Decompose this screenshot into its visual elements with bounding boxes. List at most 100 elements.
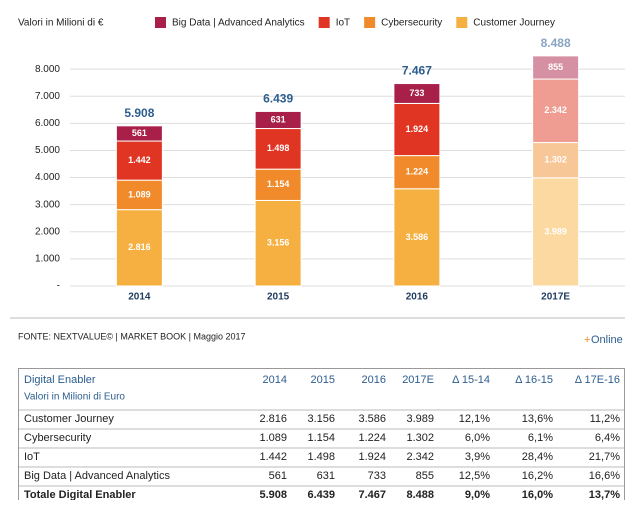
table-cell: 855	[416, 470, 434, 482]
x-tick-label: 2016	[406, 292, 429, 303]
table-cell: 5.908	[259, 489, 287, 500]
table-cell: 1.302	[406, 432, 434, 444]
table-cell: 1.224	[358, 432, 386, 444]
legend-swatch	[364, 17, 376, 28]
axis-label: Valori in Milioni di €	[18, 18, 104, 29]
total-label: 8.488	[541, 36, 571, 50]
segment-label: 3.586	[406, 232, 429, 242]
segment-label: 1.442	[128, 155, 151, 165]
source: FONTE: NEXTVALUE© | MARKET BOOK | Maggio…	[18, 331, 246, 341]
total-label: 7.467	[402, 64, 432, 78]
link-plus[interactable]: +	[584, 334, 590, 346]
bar-segment	[532, 142, 580, 179]
segment-label: 1.498	[267, 143, 290, 153]
legend-swatch	[456, 17, 468, 28]
table-cell: 12,5%	[459, 470, 490, 482]
table-cell: 11,2%	[590, 413, 621, 425]
table-cell: 631	[317, 470, 335, 482]
bar-segment	[115, 140, 163, 181]
link[interactable]: Online	[591, 334, 623, 346]
column-header: Δ 15-14	[452, 374, 490, 386]
bar-segment	[393, 102, 441, 157]
bar-segment	[532, 177, 580, 287]
segment-label: 2.342	[544, 105, 567, 115]
table-cell: 2.816	[259, 413, 287, 425]
table-title: Digital Enabler	[24, 374, 96, 386]
table-cell: 1.924	[358, 451, 386, 463]
table-cell: 8.488	[406, 489, 434, 500]
x-tick-label: 2014	[128, 292, 151, 303]
table-cell: 561	[269, 470, 287, 482]
table-cell: 733	[368, 470, 386, 482]
bar-segment	[254, 128, 302, 170]
bar-segment	[532, 55, 580, 80]
bar-segment	[254, 110, 302, 130]
y-tick-label: 7.000	[35, 91, 60, 102]
column-header: Δ 16-15	[515, 374, 553, 386]
table-cell: 6,0%	[465, 432, 490, 444]
legend-label: Big Data | Advanced Analytics	[172, 18, 305, 29]
y-tick-label: 4.000	[35, 172, 60, 183]
total-label: 5.908	[124, 106, 154, 120]
table-cell: 2.342	[406, 451, 434, 463]
table-cell: 1.154	[307, 432, 335, 444]
table-cell: 9,0%	[465, 489, 490, 500]
table-cell: 1.089	[259, 432, 287, 444]
table-cell: Totale Digital Enabler	[24, 489, 136, 500]
x-tick-label: 2017E	[541, 292, 570, 303]
bar-segment	[254, 199, 302, 287]
segment-label: 1.154	[267, 179, 290, 189]
table-cell: 7.467	[358, 489, 386, 500]
table-cell: 3.156	[307, 413, 335, 425]
bar-segment	[254, 168, 302, 201]
bar-segment	[393, 155, 441, 190]
bar-segment	[532, 78, 580, 144]
table-cell: 3.989	[406, 413, 434, 425]
column-header: Δ 17E-16	[575, 374, 620, 386]
segment-label: 733	[409, 88, 424, 98]
x-tick-label: 2015	[267, 292, 290, 303]
table-cell: 13,6%	[522, 413, 553, 425]
table-cell: 3,9%	[465, 451, 490, 463]
table-cell: 21,7%	[589, 451, 620, 463]
table-cell: 3.586	[358, 413, 386, 425]
segment-label: 1.924	[406, 124, 429, 134]
column-header: 2016	[362, 374, 386, 386]
table-cell: Big Data | Advanced Analytics	[24, 470, 170, 482]
segment-label: 1.089	[128, 189, 151, 199]
segment-label: 1.302	[544, 155, 567, 165]
table-subtitle: Valori in Milioni di Euro	[24, 392, 125, 403]
table-frame	[18, 368, 625, 505]
table-cell: 13,7%	[589, 489, 620, 500]
table-cell: 12,1%	[459, 413, 490, 425]
legend-swatch	[155, 17, 166, 28]
segment-label: 855	[548, 62, 563, 72]
y-tick-label: 8.000	[35, 64, 60, 75]
segment-label: 1.224	[406, 167, 429, 177]
legend-label: Cybersecurity	[381, 18, 442, 29]
table-cell: 6,4%	[595, 432, 620, 444]
segment-label: 2.816	[128, 242, 151, 252]
y-tick-label: -	[57, 281, 60, 292]
bar-segment	[393, 83, 441, 104]
column-header: 2015	[311, 374, 335, 386]
legend-label: IoT	[336, 18, 350, 29]
bar-segment	[115, 179, 163, 211]
y-tick-label: 3.000	[35, 199, 60, 210]
table-cell: 1.442	[259, 451, 287, 463]
legend-swatch	[318, 17, 330, 28]
table-cell: 16,6%	[589, 470, 620, 482]
column-header: 2014	[263, 374, 287, 386]
column-header: 2017E	[402, 374, 434, 386]
segment-label: 3.156	[267, 238, 290, 248]
table-cell: Cybersecurity	[24, 432, 92, 444]
segment-label: 3.989	[544, 226, 567, 236]
bar-segment	[115, 125, 163, 142]
table-cell: Customer Journey	[24, 413, 114, 425]
y-tick-label: 6.000	[35, 118, 60, 129]
bar-segment	[115, 209, 163, 287]
legend-label: Customer Journey	[473, 18, 555, 29]
table-cell: 28,4%	[522, 451, 553, 463]
y-tick-label: 5.000	[35, 145, 60, 156]
